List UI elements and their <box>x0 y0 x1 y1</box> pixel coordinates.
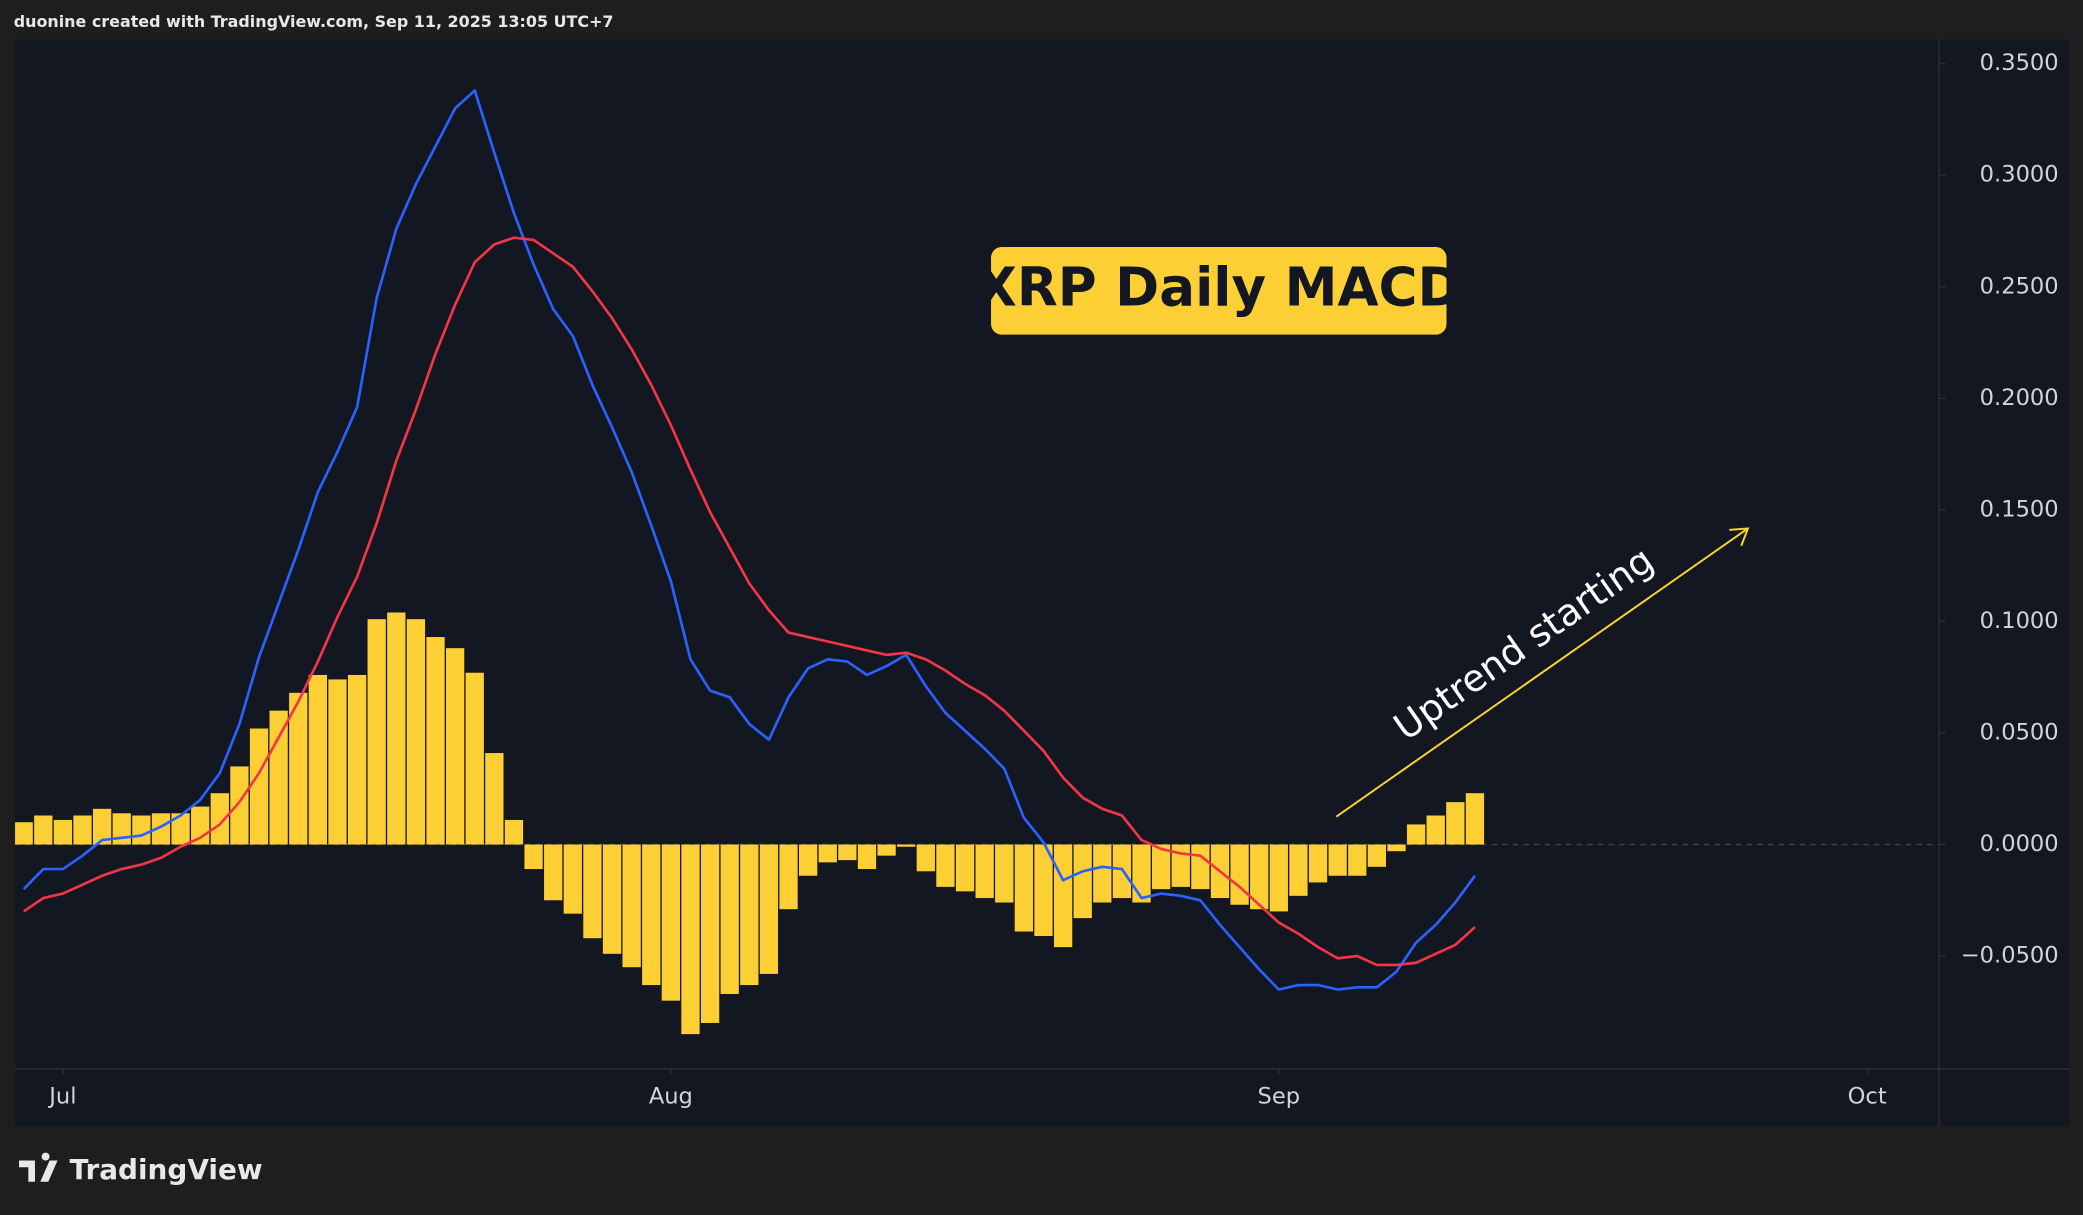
histogram-bar <box>544 844 563 901</box>
histogram-bar <box>132 815 151 845</box>
annotation-arrow <box>1335 527 1749 818</box>
y-tick-label: 0.1500 <box>1980 496 2059 522</box>
histogram-bar <box>445 648 465 845</box>
histogram-bar <box>818 844 837 863</box>
histogram-bar <box>34 815 53 845</box>
header-text: duonine created with TradingView.com, Se… <box>14 12 614 31</box>
y-tick-label: 0.3000 <box>1980 162 2059 188</box>
y-tick-label: 0.0500 <box>1980 719 2059 745</box>
histogram-bar <box>857 844 877 870</box>
histogram-bar <box>485 753 504 845</box>
histogram-bar <box>622 844 641 968</box>
histogram-bar <box>661 844 681 1001</box>
arrow-head <box>1729 527 1750 547</box>
histogram-bar <box>799 844 818 876</box>
histogram-bar <box>681 844 700 1035</box>
chart-title: XRP Daily MACD <box>976 256 1462 318</box>
histogram-bar <box>1093 844 1112 903</box>
histogram-bar <box>269 710 288 845</box>
histogram-bar <box>465 672 484 845</box>
histogram-bar <box>1191 844 1210 890</box>
histogram-bar <box>249 728 269 845</box>
x-tick-label: Jul <box>47 1083 76 1109</box>
histogram-bar <box>602 844 622 954</box>
chart-panel <box>15 39 2070 1127</box>
histogram-bar <box>15 822 33 845</box>
y-tick-label: 0.2500 <box>1980 273 2059 299</box>
footer-text: TradingView <box>70 1153 263 1186</box>
histogram-bar <box>426 637 445 845</box>
histogram-bar <box>289 692 308 845</box>
histogram-bar <box>897 844 916 847</box>
histogram-bar <box>877 844 896 856</box>
histogram-bar <box>171 813 190 845</box>
histogram-bar <box>1289 844 1308 896</box>
y-tick-label: 0.1000 <box>1980 608 2059 634</box>
histogram-bar <box>838 844 857 861</box>
line <box>22 89 1477 991</box>
histogram-bar <box>504 819 524 845</box>
y-tick-label: 0.0000 <box>1980 831 2059 857</box>
histogram-bar <box>1014 844 1034 932</box>
x-tick-label: Sep <box>1258 1083 1301 1109</box>
histogram-bar <box>230 766 249 845</box>
title-box <box>991 246 1447 335</box>
histogram-bar <box>936 844 955 887</box>
histogram-bar <box>1152 844 1171 890</box>
histogram-bar <box>955 844 975 892</box>
histogram-bar <box>1230 844 1249 905</box>
histogram-bar <box>387 612 406 845</box>
histogram-bar <box>563 844 582 914</box>
x-tick-label: Oct <box>1848 1083 1887 1109</box>
histogram-bar <box>1367 844 1387 867</box>
histogram-bar <box>1446 802 1465 845</box>
histogram-bar <box>210 793 229 845</box>
plot <box>15 89 1485 1035</box>
y-tick-label: −0.0500 <box>1961 943 2059 969</box>
histogram-bar <box>151 813 171 845</box>
histogram-bar <box>1250 844 1269 910</box>
histogram-bar <box>720 844 739 994</box>
histogram-bar <box>1132 844 1151 903</box>
histogram-bar <box>1073 844 1092 919</box>
histogram-bar <box>524 844 543 870</box>
histogram-bar <box>583 844 602 939</box>
histogram-bar <box>406 619 426 845</box>
histogram-bar <box>642 844 661 986</box>
histogram-bar <box>73 815 92 845</box>
tradingview-logo: TradingView <box>19 1152 263 1186</box>
histogram-bar <box>1034 844 1053 936</box>
histogram-bar <box>1328 844 1347 876</box>
histogram-bar <box>1348 844 1367 876</box>
x-tick-label: Aug <box>649 1083 693 1109</box>
histogram-bar <box>1426 815 1445 845</box>
line <box>22 236 1476 967</box>
histogram-bar <box>367 619 386 845</box>
histogram-bar <box>995 844 1014 903</box>
histogram-bar <box>1465 793 1485 845</box>
histogram-bar <box>53 819 73 845</box>
histogram-bar <box>347 674 367 845</box>
histogram-bar <box>1308 844 1328 883</box>
histogram-bar <box>1269 844 1288 912</box>
histogram-bar <box>92 808 112 845</box>
y-tick-label: 0.2000 <box>1980 385 2059 411</box>
y-tick-label: 0.3500 <box>1980 50 2059 76</box>
histogram-bar <box>328 679 347 845</box>
histogram-bar <box>1406 824 1426 845</box>
histogram-bar <box>740 844 759 986</box>
histogram-bar <box>975 844 994 899</box>
histogram-bar <box>916 844 935 872</box>
histogram-bar <box>1387 844 1406 852</box>
histogram-bar <box>779 844 798 910</box>
histogram-bar <box>308 674 328 845</box>
histogram-bar <box>700 844 720 1023</box>
histogram-bar <box>1053 844 1073 948</box>
histogram-bar <box>759 844 779 974</box>
